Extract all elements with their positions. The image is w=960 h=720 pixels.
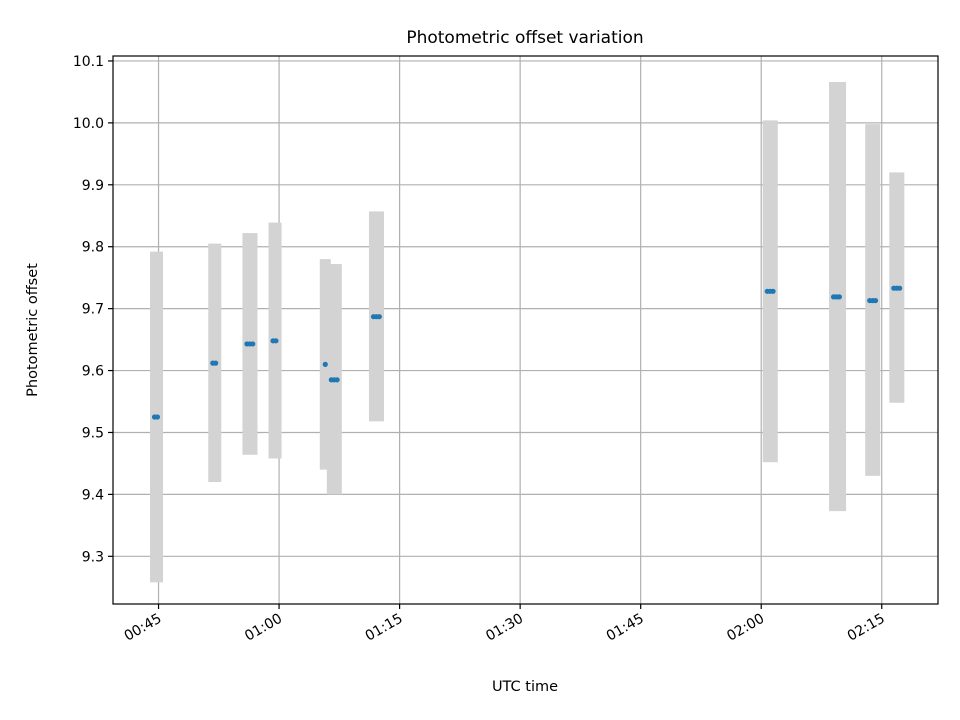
plot-area xyxy=(112,55,939,605)
y-tick-label: 9.7 xyxy=(82,302,104,318)
data-point xyxy=(322,361,328,367)
y-tick-label: 9.8 xyxy=(82,240,104,256)
x-axis-title: UTC time xyxy=(492,679,558,695)
chart-title: Photometric offset variation xyxy=(406,28,643,48)
plot-background xyxy=(113,56,938,604)
y-tick-label: 9.3 xyxy=(82,549,104,565)
y-tick-label: 10.1 xyxy=(73,54,104,70)
gridlines xyxy=(113,56,938,604)
y-axis: 9.3 9.4 9.5 9.6 9.7 9.8 9.9 10.0 10.1 xyxy=(73,54,113,565)
y-tick-label: 10.0 xyxy=(73,116,104,132)
data-points xyxy=(151,285,903,420)
y-tick-label: 9.6 xyxy=(82,364,104,380)
y-tick-label: 9.9 xyxy=(82,178,104,194)
y-tick-label: 9.4 xyxy=(82,487,104,503)
plot-frame xyxy=(112,55,939,605)
y-axis-title: Photometric offset xyxy=(25,263,41,397)
y-tick-label: 9.5 xyxy=(82,425,104,441)
